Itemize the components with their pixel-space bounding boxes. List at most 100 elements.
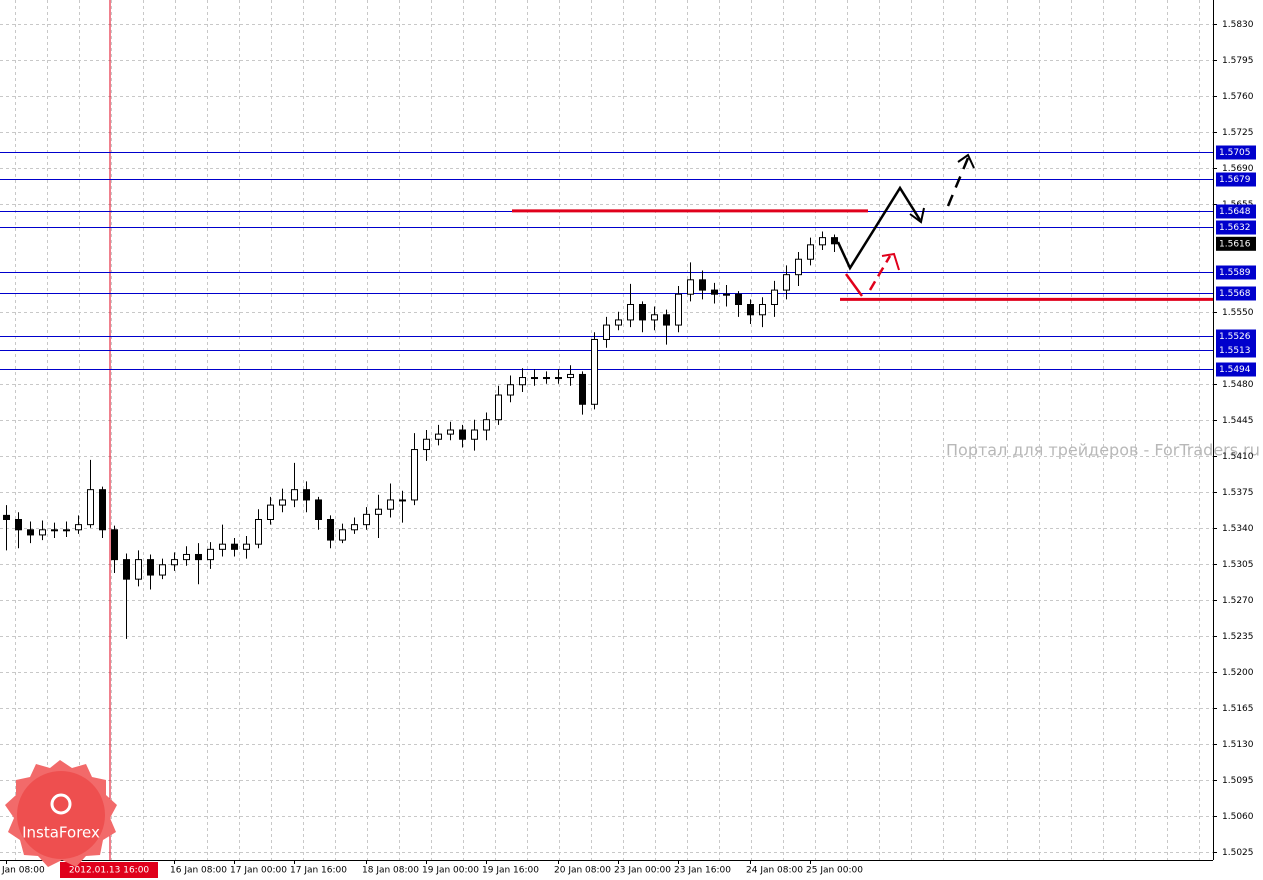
candle-body: [303, 489, 310, 501]
level-label: 1.5679: [1219, 175, 1251, 185]
y-tick-label: 1.5795: [1222, 56, 1254, 66]
logo: InstaForex: [5, 760, 117, 867]
y-tick-label: 1.5025: [1222, 848, 1254, 858]
candle-body: [651, 314, 658, 321]
watermark: Портал для трейдеров - ForTraders.ru: [946, 441, 1260, 460]
candle-body: [99, 489, 106, 531]
candle-body: [15, 518, 22, 531]
candle-body: [807, 244, 814, 260]
logo-text: InstaForex: [22, 824, 100, 842]
x-tick-label: 23 Jan 00:00: [614, 866, 671, 876]
x-tick-label: 20 Jan 08:00: [554, 866, 611, 876]
candle-body: [531, 377, 538, 380]
level-label-box: [1216, 362, 1256, 377]
y-tick-label: 1.5760: [1222, 92, 1254, 102]
marker-label: 2012.01.13 16:00: [69, 866, 150, 876]
y-tick-label: 1.5690: [1222, 164, 1254, 174]
y-tick-label: 1.5165: [1222, 704, 1254, 714]
y-tick-label: 1.5445: [1222, 416, 1254, 426]
level-label: 1.5648: [1219, 207, 1251, 217]
candle-body: [279, 499, 286, 506]
candle-body: [519, 377, 526, 386]
candle-body: [507, 384, 514, 396]
candle-body: [759, 303, 766, 316]
candle-body: [339, 529, 346, 541]
candle-body: [135, 559, 142, 580]
candle-body: [591, 338, 598, 405]
candle-body: [663, 314, 670, 326]
candle-body: [723, 293, 730, 296]
level-label: 1.5513: [1219, 346, 1251, 356]
last-price-label: 1.5616: [1219, 239, 1251, 249]
candle-body: [171, 559, 178, 566]
x-tick-label: 19 Jan 16:00: [482, 866, 539, 876]
logo-icon: [50, 793, 72, 815]
candle-body: [627, 303, 634, 321]
candle-body: [183, 553, 190, 561]
level-label-box: [1216, 220, 1256, 235]
candle-body: [3, 514, 10, 520]
candle-body: [351, 524, 358, 531]
arrow-head: [909, 207, 925, 224]
y-tick-label: 1.5340: [1222, 524, 1254, 534]
level-label-box: [1216, 204, 1256, 219]
candle-body: [687, 279, 694, 295]
level-label-box: [1216, 172, 1256, 187]
y-tick-label: 1.5725: [1222, 128, 1254, 138]
level-label: 1.5526: [1219, 332, 1251, 342]
candle-body: [219, 543, 226, 550]
arrow-head: [881, 252, 900, 271]
candle-body: [243, 543, 250, 550]
y-tick-label: 1.5305: [1222, 560, 1254, 570]
level-label: 1.5632: [1219, 223, 1251, 233]
candle-body: [831, 237, 838, 245]
candle-body: [711, 289, 718, 295]
candle-body: [399, 499, 406, 502]
candle-body: [699, 279, 706, 291]
y-tick-label: 1.5410: [1222, 452, 1254, 462]
candle-body: [579, 373, 586, 405]
x-tick-label: 23 Jan 16:00: [674, 866, 731, 876]
alt-path: [868, 255, 892, 291]
level-label-box: [1216, 265, 1256, 280]
candle-body: [207, 548, 214, 561]
x-tick-label: 16 Jan 08:00: [170, 866, 227, 876]
x-tick-label: 17 Jan 16:00: [290, 866, 347, 876]
candle-body: [819, 237, 826, 246]
level-label: 1.5494: [1219, 365, 1251, 375]
candle-body: [111, 529, 118, 561]
candle-body: [255, 518, 262, 545]
level-label-box: [1216, 286, 1256, 301]
candle-body: [195, 553, 202, 561]
candle-body: [735, 293, 742, 305]
candle-body: [315, 499, 322, 520]
candle-body: [51, 529, 58, 532]
candle-body: [423, 438, 430, 451]
x-tick-label: 19 Jan 00:00: [422, 866, 479, 876]
forecast-dashed: [946, 157, 970, 207]
candle-body: [747, 303, 754, 316]
y-tick-label: 1.5375: [1222, 488, 1254, 498]
level-label-box: [1216, 343, 1256, 358]
candle-body: [231, 543, 238, 550]
axis-layer: 1.5025 1.5060 1.5095 1.5130 1.5165 1.5200 1.52…: [1, 20, 1256, 876]
y-tick-label: 1.5270: [1222, 596, 1254, 606]
candle-body: [447, 429, 454, 435]
candle-body: [771, 289, 778, 305]
candle-body: [39, 529, 46, 536]
candle-body: [291, 489, 298, 501]
alt-path: [844, 273, 864, 297]
level-label-box: [1216, 145, 1256, 160]
candle-body: [495, 394, 502, 421]
x-tick-label: Jan 08:00: [1, 866, 45, 876]
y-tick-label: 1.5095: [1222, 776, 1254, 786]
candle-body: [435, 433, 442, 440]
marker-label-box: [60, 862, 158, 878]
candle-body: [783, 274, 790, 291]
x-tick-label: 17 Jan 00:00: [230, 866, 287, 876]
y-tick-label: 1.5200: [1222, 668, 1254, 678]
candle-body: [459, 429, 466, 440]
level-label: 1.5589: [1219, 268, 1251, 278]
last-price-box: [1216, 236, 1256, 251]
candle-body: [555, 377, 562, 380]
